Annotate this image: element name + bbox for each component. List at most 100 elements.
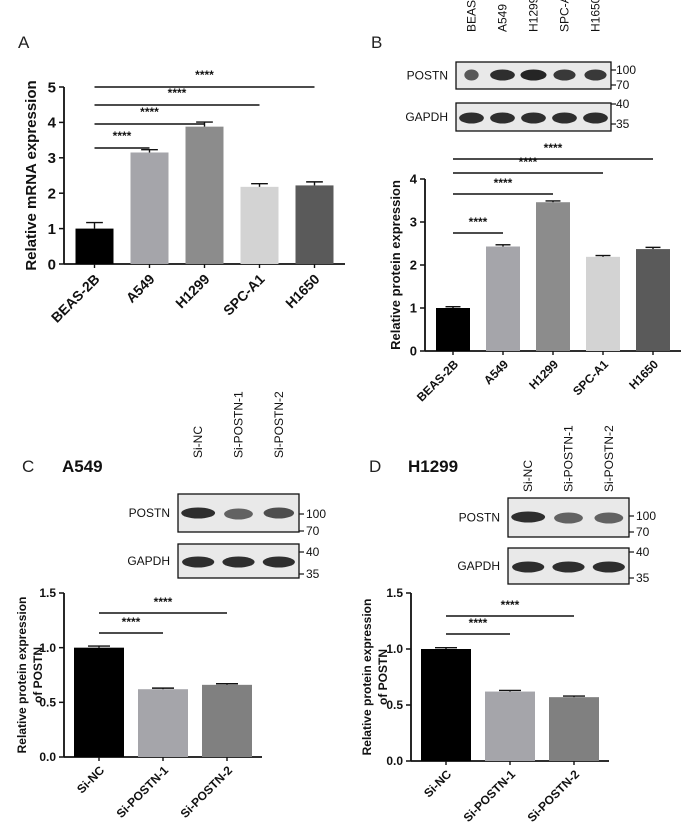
blot-band [511, 511, 546, 523]
blot-band [181, 507, 216, 519]
bar-a549 [486, 246, 520, 351]
lane-label: H1650 [589, 0, 603, 32]
blot-band [553, 69, 576, 81]
significance-stars: **** [469, 215, 488, 229]
significance-stars: **** [195, 68, 214, 82]
lane-label: A549 [496, 4, 510, 32]
bar-h1650 [295, 185, 334, 264]
y-tick-label: 0.5 [386, 698, 403, 712]
mw-marker-label: 40 [636, 545, 650, 559]
y-tick-label: 0.0 [39, 750, 56, 764]
blot-band [592, 561, 625, 573]
mw-marker-label: 100 [616, 63, 636, 77]
bar-h1299 [536, 202, 570, 351]
chart-c-postn-a549: 0.0 0.5 1.0 1.5 Relative protein expression o… [15, 586, 262, 821]
panel-letter-d: D [369, 457, 381, 476]
blot-band [262, 556, 295, 568]
bar-h1650 [636, 249, 670, 351]
significance-stars: **** [469, 616, 488, 630]
y-tick-label: 2 [410, 258, 417, 273]
lane-label: Si-POSTN-2 [602, 425, 616, 492]
x-category-label: H1299 [526, 357, 561, 392]
x-category-label: SPC-A1 [220, 271, 268, 319]
y-tick-label: 0.0 [386, 754, 403, 768]
y-axis-label: Relative protein expression [388, 180, 403, 350]
significance-stars: **** [544, 141, 563, 155]
blot-band [224, 508, 253, 520]
x-category-label: BEAS-2B [414, 357, 461, 404]
panel-letter-c: C [22, 457, 34, 476]
significance-stars: **** [168, 86, 187, 100]
western-blot-c: Si-NC Si-POSTN-1 Si-POSTN-2 POSTN 100 70 GAPDH… [127, 391, 326, 581]
blot-row-label: GAPDH [405, 110, 448, 124]
blot-band [263, 507, 295, 519]
y-axis-label: Relative protein expression [15, 597, 29, 754]
bar-si-nc [421, 649, 471, 761]
bar-beas-2b [75, 228, 114, 264]
panel-c-cell-line: A549 [62, 457, 103, 476]
y-axis-label: Relative mRNA expression [23, 80, 40, 270]
y-tick-label: 0 [410, 344, 417, 359]
lane-label: Si-NC [191, 426, 205, 458]
y-tick-label: 5 [48, 79, 56, 96]
bar-si-postn-2 [549, 697, 599, 761]
x-category-label: Si-POSTN-2 [525, 767, 583, 825]
bar-spc-a1 [240, 186, 279, 264]
lane-label: H1299 [527, 0, 541, 32]
x-category-label: Si-NC [421, 767, 454, 800]
mw-marker-label: 100 [636, 509, 656, 523]
mw-marker-label: 35 [616, 117, 630, 131]
y-tick-label: 2 [48, 185, 56, 202]
blot-row-label: POSTN [459, 511, 500, 525]
blot-band [520, 69, 547, 81]
blot-band [584, 69, 607, 81]
y-tick-label: 0.5 [39, 696, 56, 710]
mw-marker-label: 40 [306, 545, 320, 559]
blot-band [552, 561, 585, 573]
mw-marker-label: 100 [306, 507, 326, 521]
mw-marker-label: 35 [636, 571, 650, 585]
mw-marker-label: 70 [306, 524, 320, 538]
lane-label: Si-POSTN-1 [232, 391, 246, 458]
lane-label: SPC-A1 [558, 0, 572, 32]
blot-band [490, 69, 515, 81]
x-category-label: A549 [123, 271, 158, 306]
x-category-label: A549 [481, 357, 511, 387]
x-category-label: H1650 [626, 357, 661, 392]
bar-h1299 [185, 126, 224, 264]
significance-stars: **** [122, 615, 141, 629]
lane-label: Si-NC [521, 460, 535, 492]
blot-row-label: GAPDH [457, 559, 500, 573]
significance-stars: **** [113, 129, 132, 143]
y-tick-label: 4 [410, 172, 418, 187]
panel-d-cell-line: H1299 [408, 457, 458, 476]
blot-band [459, 112, 484, 124]
y-tick-label: 1 [410, 301, 417, 316]
bar-si-postn-1 [138, 689, 188, 757]
lane-label: Si-POSTN-2 [272, 391, 286, 458]
bar-a549 [130, 152, 169, 264]
significance-stars: **** [140, 105, 159, 119]
x-category-label: Si-NC [74, 763, 107, 796]
bar-si-nc [74, 647, 124, 757]
x-category-label: SPC-A1 [570, 357, 611, 398]
bar-si-postn-2 [202, 684, 252, 757]
y-tick-label: 1.0 [39, 641, 56, 655]
blot-row-label: POSTN [407, 69, 448, 83]
western-blot-d: Si-NC Si-POSTN-1 Si-POSTN-2 POSTN 100 70 GAPDH… [457, 425, 656, 585]
bar-spc-a1 [586, 256, 620, 351]
panel-letter-b: B [371, 33, 382, 52]
x-category-label: Si-POSTN-2 [178, 763, 236, 821]
significance-stars: **** [501, 598, 520, 612]
x-category-label: H1650 [282, 271, 323, 312]
panel-letter-a: A [18, 33, 30, 52]
bar-si-postn-1 [485, 691, 535, 761]
mw-marker-label: 35 [306, 567, 320, 581]
y-tick-label: 3 [48, 150, 56, 167]
y-axis-label-line-2: of POSTN [31, 647, 45, 703]
y-tick-label: 1.0 [386, 642, 403, 656]
blot-band [594, 512, 624, 524]
blot-band [583, 112, 608, 124]
